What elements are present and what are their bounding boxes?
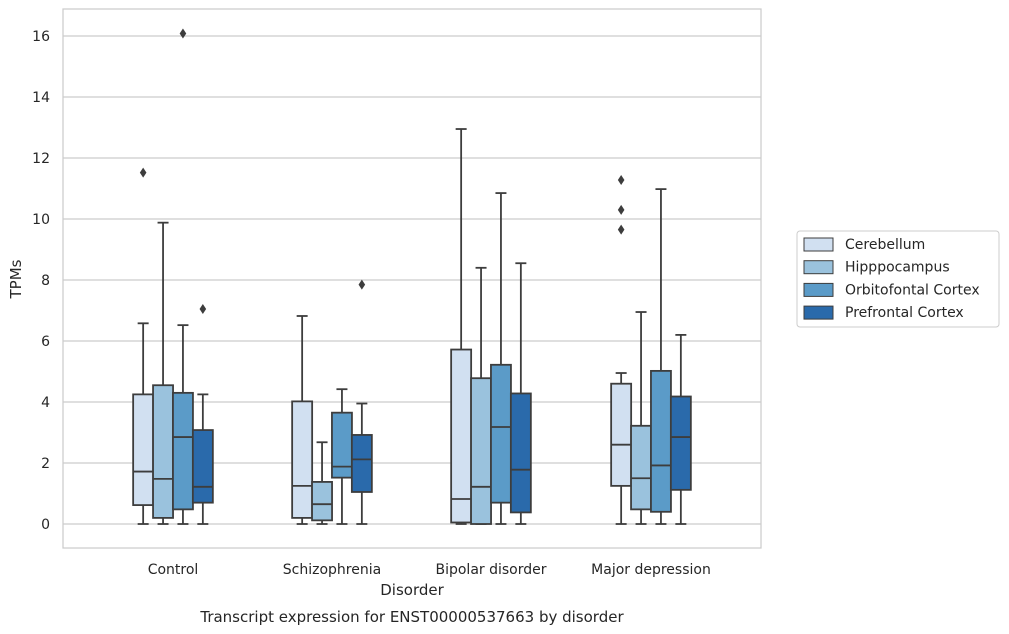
box-iqr [470,377,492,525]
box-group [172,28,194,525]
outlier-point [179,28,187,39]
box-layer [132,28,692,525]
box-iqr [132,393,155,506]
box-iqr [669,395,692,491]
outlier-point [199,303,207,314]
outlier-point [617,174,625,185]
box-iqr [610,382,633,487]
box-group [191,303,214,525]
box-group [291,315,314,525]
legend-swatch [803,237,834,252]
chart-caption: Transcript expression for ENST0000053766… [199,608,624,626]
box-group [630,311,652,525]
box-group [669,333,692,525]
x-tick-label: Bipolar disorder [435,562,546,578]
legend-label: Orbitofontal Cortex [845,282,980,298]
legend-swatch [803,260,834,275]
y-ticks: 0 2 4 6 8 10 12 14 16 [32,29,50,533]
y-tick-label: 14 [32,90,50,106]
box-iqr [191,429,214,504]
box-group [509,262,532,525]
x-axis-label: Disorder [380,581,444,599]
legend-label: Hipppocampus [845,260,950,276]
y-tick-label: 4 [41,395,50,411]
box-iqr [490,363,512,504]
x-tick-label: Major depression [591,562,711,578]
box-iqr [172,391,194,511]
y-tick-label: 2 [41,456,50,472]
plot-frame [62,8,762,549]
y-axis-label: TPMs [7,259,25,299]
box-iqr [331,411,353,479]
box-group [311,441,333,525]
y-tick-label: 8 [41,273,50,289]
legend-label: Cerebellum [845,237,925,253]
box-group [610,174,633,525]
y-tick-label: 16 [32,29,50,45]
box-group [152,221,174,525]
outlier-point [617,204,625,215]
box-iqr [630,424,652,511]
y-tick-label: 6 [41,334,50,350]
y-tick-label: 0 [41,517,50,533]
outlier-point [358,279,366,290]
y-tick-label: 12 [32,151,50,167]
legend: Cerebellum Hipppocampus Orbitofontal Corte… [796,230,1000,328]
box-group [650,188,672,525]
box-group [490,192,512,525]
box-iqr [291,400,314,519]
legend-frame [796,230,1000,328]
legend-swatch [803,282,834,297]
x-tick-label: Control [148,562,199,578]
box-iqr [152,384,174,519]
legend-swatch [803,305,834,320]
x-ticks: Control Schizophrenia Bipolar disorder Majo… [148,562,711,578]
box-group [132,167,155,525]
box-group [470,266,492,525]
box-iqr [350,434,373,493]
box-group [350,279,373,525]
box-group [450,128,473,525]
box-iqr [311,481,333,522]
outlier-point [617,224,625,235]
box-group [331,388,353,525]
x-tick-label: Schizophrenia [283,562,381,578]
box-iqr [450,348,473,524]
outlier-point [139,167,147,178]
box-iqr [650,369,672,513]
box-iqr [509,392,532,514]
legend-label: Prefrontal Cortex [845,305,964,321]
y-tick-label: 10 [32,212,50,228]
